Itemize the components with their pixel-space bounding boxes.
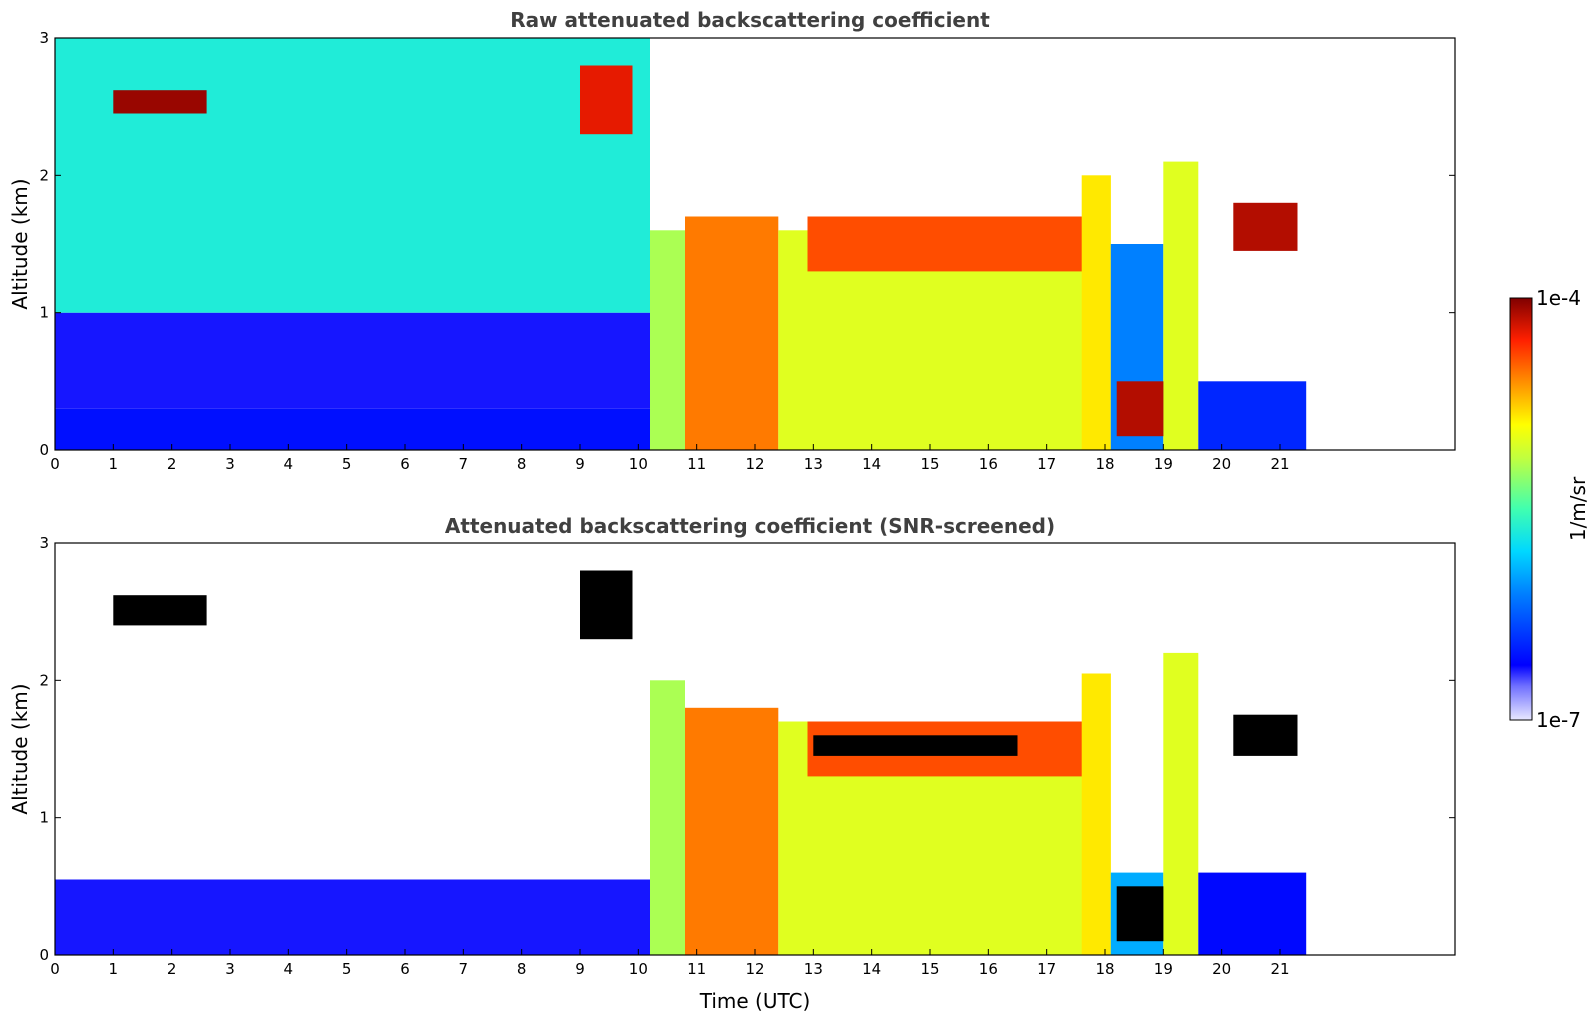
- y-tick-label: 3: [39, 29, 49, 47]
- x-tick-label: 3: [225, 455, 235, 473]
- y-axis-label: Altitude (km): [8, 683, 32, 814]
- x-tick-label: 20: [1212, 960, 1231, 978]
- x-tick-label: 6: [400, 960, 410, 978]
- y-tick-label: 2: [39, 671, 49, 689]
- cloud-layer: [113, 595, 207, 626]
- cloud-layer: [1233, 714, 1298, 756]
- backscatter-region: [55, 312, 650, 409]
- y-axis-ticks: 0 1 2 3: [39, 29, 1455, 459]
- x-tick-label: 21: [1270, 455, 1289, 473]
- x-tick-label: 11: [687, 960, 706, 978]
- backscatter-region: [650, 680, 685, 955]
- cloud-layer: [1116, 381, 1164, 437]
- heatmap-cells: [55, 38, 1307, 451]
- x-tick-label: 17: [1037, 455, 1056, 473]
- y-tick-label: 0: [39, 441, 49, 459]
- x-tick-label: 14: [862, 455, 881, 473]
- cloud-layer: [813, 735, 1018, 756]
- panel-title: Attenuated backscattering coefficient (S…: [445, 514, 1055, 538]
- x-axis-label: Time (UTC): [699, 989, 811, 1013]
- x-tick-label: 0: [50, 455, 60, 473]
- x-tick-label: 2: [167, 455, 177, 473]
- x-tick-label: 0: [50, 960, 60, 978]
- x-tick-label: 13: [804, 455, 823, 473]
- x-tick-label: 9: [575, 455, 585, 473]
- x-tick-label: 3: [225, 960, 235, 978]
- x-tick-label: 13: [804, 960, 823, 978]
- y-axis-label: Altitude (km): [8, 178, 32, 309]
- colorbar-min-label: 1e-7: [1536, 708, 1581, 732]
- x-tick-label: 19: [1154, 960, 1173, 978]
- colorbar-max-label: 1e-4: [1536, 286, 1581, 310]
- x-tick-label: 9: [575, 960, 585, 978]
- x-tick-label: 5: [342, 455, 352, 473]
- y-axis-ticks: 0 1 2 3: [39, 534, 1455, 964]
- y-tick-label: 1: [39, 304, 49, 322]
- colorbar-unit-label: 1/m/sr: [1566, 476, 1590, 541]
- backscatter-region: [55, 38, 650, 313]
- backscatter-region: [1163, 652, 1199, 955]
- x-tick-label: 8: [517, 960, 527, 978]
- x-tick-label: 14: [862, 960, 881, 978]
- backscatter-region: [55, 408, 650, 450]
- raw-backscatter-panel: Raw attenuated backscattering coefficien…: [8, 8, 1456, 473]
- backscatter-region: [650, 230, 685, 450]
- x-tick-label: 4: [284, 455, 294, 473]
- y-tick-label: 3: [39, 534, 49, 552]
- x-tick-label: 8: [517, 455, 527, 473]
- colorbar-gradient: [1509, 297, 1533, 721]
- cloud-layer: [113, 90, 207, 114]
- x-tick-label: 21: [1270, 960, 1289, 978]
- x-tick-label: 10: [629, 960, 648, 978]
- x-tick-label: 7: [459, 960, 469, 978]
- heatmap-cells: [55, 570, 1307, 955]
- x-tick-label: 6: [400, 455, 410, 473]
- cloud-layer: [580, 65, 633, 135]
- x-axis-ticks: 0 1 2 3 4 5 6 7 8 9 10 11 12 13 14 15 16 17 18 19 20 21: [50, 444, 1290, 473]
- x-tick-label: 18: [1095, 960, 1114, 978]
- backscatter-region: [1198, 381, 1307, 450]
- x-tick-label: 16: [979, 455, 998, 473]
- cloud-layer: [1116, 886, 1164, 942]
- x-tick-label: 20: [1212, 455, 1231, 473]
- backscatter-region: [1081, 673, 1111, 955]
- y-tick-label: 0: [39, 946, 49, 964]
- x-tick-label: 15: [920, 455, 939, 473]
- x-tick-label: 12: [745, 960, 764, 978]
- cloud-layer: [1233, 202, 1298, 251]
- backscatter-region: [685, 216, 779, 450]
- x-tick-label: 16: [979, 960, 998, 978]
- cloud-layer: [580, 570, 633, 640]
- x-tick-label: 17: [1037, 960, 1056, 978]
- backscatter-region: [685, 707, 779, 955]
- x-tick-label: 7: [459, 455, 469, 473]
- x-tick-label: 1: [109, 455, 119, 473]
- x-tick-label: 5: [342, 960, 352, 978]
- backscatter-region: [1081, 175, 1111, 451]
- x-tick-label: 4: [284, 960, 294, 978]
- colorbar: 1e-4 1e-7 1/m/sr: [1509, 286, 1590, 732]
- backscatter-region: [1163, 161, 1199, 450]
- x-axis-ticks: 0 1 2 3 4 5 6 7 8 9 10 11 12 13 14 15 16 17 18 19 20 21: [50, 949, 1290, 978]
- snr-screened-panel: Attenuated backscattering coefficient (S…: [8, 514, 1456, 1013]
- x-tick-label: 19: [1154, 455, 1173, 473]
- backscatter-region: [55, 879, 650, 955]
- y-tick-label: 2: [39, 166, 49, 184]
- x-tick-label: 1: [109, 960, 119, 978]
- y-tick-label: 1: [39, 809, 49, 827]
- backscatter-region: [807, 216, 1100, 272]
- x-tick-label: 10: [629, 455, 648, 473]
- x-tick-label: 18: [1095, 455, 1114, 473]
- x-tick-label: 15: [920, 960, 939, 978]
- x-tick-label: 2: [167, 960, 177, 978]
- x-tick-label: 11: [687, 455, 706, 473]
- x-tick-label: 12: [745, 455, 764, 473]
- backscatter-region: [1198, 872, 1307, 955]
- panel-title: Raw attenuated backscattering coefficien…: [510, 8, 990, 32]
